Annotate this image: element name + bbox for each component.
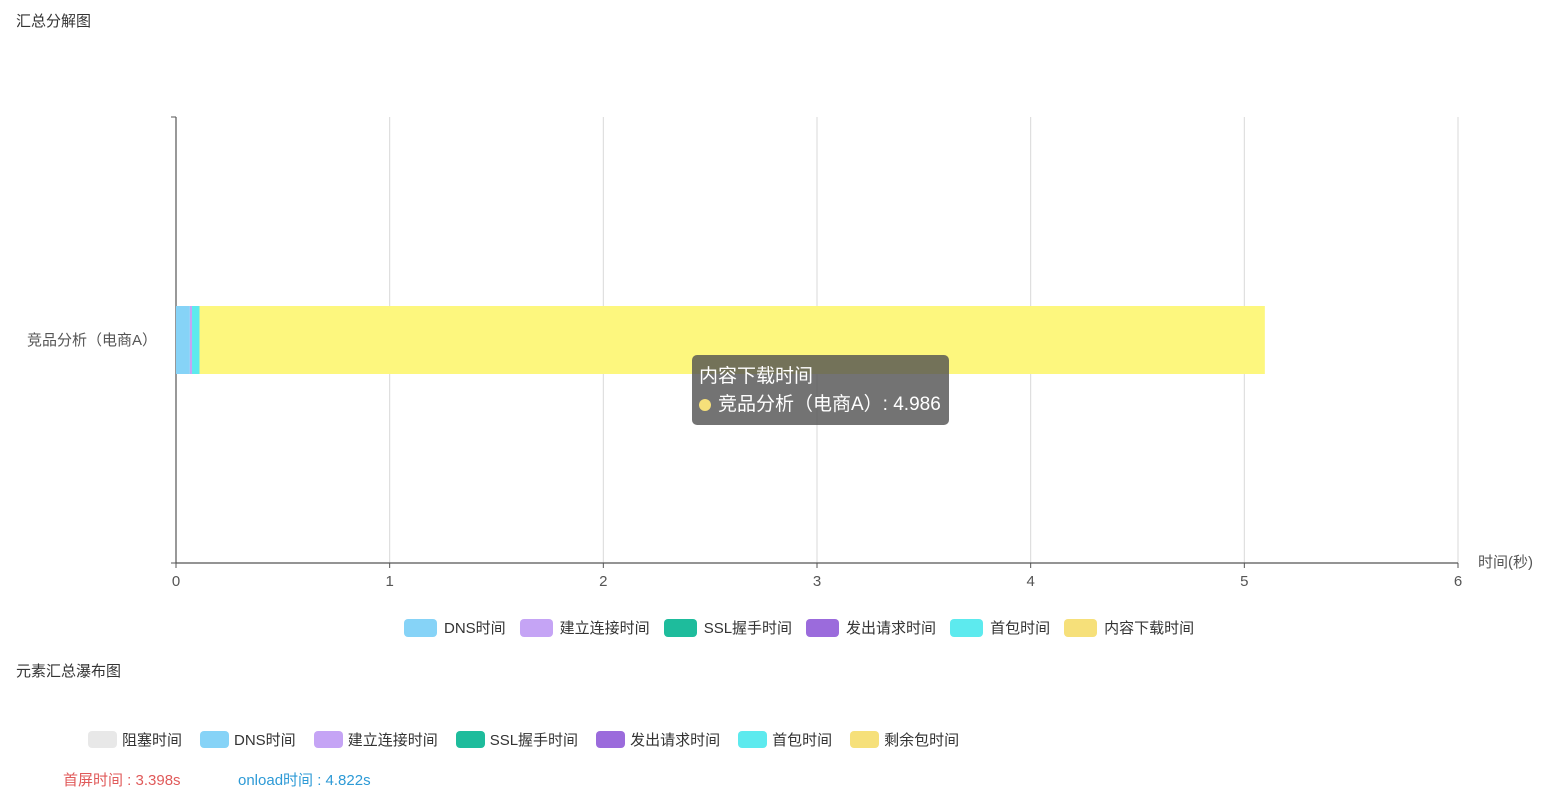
- tooltip-line: 竞品分析（电商A）: 4.986: [699, 391, 942, 419]
- legend-swatch: [519, 618, 553, 637]
- bar-segment: [176, 306, 190, 374]
- legend-item[interactable]: 建立连接时间: [519, 617, 650, 638]
- legend-item[interactable]: 发出请求时间: [596, 729, 720, 750]
- legend-swatch: [738, 731, 768, 748]
- legend-label: DNS时间: [444, 620, 506, 637]
- waterfall-legend: 阻塞时间 DNS时间 建立连接时间 SSL握手时间 发出请求时间 首包时间 剩余包时间: [88, 729, 977, 750]
- legend-label: 发出请求时间: [846, 620, 937, 637]
- legend-swatch: [200, 731, 230, 748]
- x-tick-label: 3: [813, 573, 821, 590]
- chart-tooltip: 内容下载时间 竞品分析（电商A）: 4.986: [692, 355, 949, 425]
- legend-label: DNS时间: [234, 732, 296, 749]
- summary-chart: 0 1 2 3 4 5 6 时间(秒) 竞品分析（电商A）: [27, 116, 1533, 590]
- legend-swatch: [663, 618, 697, 637]
- legend-item[interactable]: 发出请求时间: [806, 617, 936, 638]
- legend-swatch: [850, 731, 880, 748]
- onload-time: onload时间 : 4.822s: [238, 772, 371, 789]
- waterfall-chart-title: 元素汇总瀑布图: [16, 663, 122, 680]
- legend-swatch: [950, 618, 984, 637]
- legend-label: SSL握手时间: [703, 620, 793, 637]
- legend-item[interactable]: SSL握手时间: [455, 729, 579, 750]
- legend-item[interactable]: 剩余包时间: [850, 729, 959, 750]
- tooltip-dot: [699, 399, 711, 411]
- summary-chart-title: 汇总分解图: [16, 13, 92, 30]
- legend-swatch: [1064, 618, 1098, 637]
- legend-swatch: [596, 731, 626, 748]
- legend-item[interactable]: 阻塞时间: [88, 729, 182, 750]
- legend-swatch: [88, 731, 117, 748]
- legend-swatch: [404, 618, 437, 637]
- x-tick-label: 2: [599, 573, 607, 590]
- legend-item[interactable]: 首包时间: [738, 729, 832, 750]
- legend-item[interactable]: DNS时间: [404, 617, 506, 638]
- legend-swatch: [455, 731, 485, 748]
- legend-label: 剩余包时间: [884, 732, 960, 749]
- x-tick-label: 1: [385, 573, 393, 590]
- first-screen-time: 首屏时间 : 3.398s: [63, 772, 181, 789]
- legend-swatch: [313, 731, 343, 748]
- x-tick-label: 6: [1454, 573, 1462, 590]
- legend-item[interactable]: 内容下载时间: [1064, 617, 1194, 638]
- legend-item[interactable]: DNS时间: [200, 729, 296, 750]
- legend-label: SSL握手时间: [489, 732, 579, 749]
- tooltip-title: 内容下载时间: [699, 366, 814, 387]
- legend-swatch: [806, 618, 840, 637]
- x-tick-label: 4: [1026, 573, 1034, 590]
- legend-label: 发出请求时间: [630, 732, 721, 749]
- x-tick-label: 0: [172, 573, 180, 590]
- x-axis-label: 时间(秒): [1478, 554, 1533, 571]
- legend-item[interactable]: SSL握手时间: [663, 617, 793, 638]
- legend-label: 建立连接时间: [347, 732, 438, 749]
- x-tick-label: 5: [1240, 573, 1248, 590]
- bar-segment: [189, 306, 193, 374]
- legend-item[interactable]: 建立连接时间: [313, 729, 438, 750]
- tooltip-value: 竞品分析（电商A）: 4.986: [718, 394, 941, 415]
- legend-item[interactable]: 首包时间: [950, 617, 1050, 638]
- legend-label: 建立连接时间: [559, 620, 650, 637]
- category-label: 竞品分析（电商A）: [27, 331, 157, 349]
- legend-label: 首包时间: [990, 620, 1051, 637]
- legend-label: 内容下载时间: [1104, 620, 1195, 637]
- summary-legend: DNS时间 建立连接时间 SSL握手时间 发出请求时间 首包时间 内容下载时间: [404, 617, 1208, 638]
- legend-label: 首包时间: [772, 732, 833, 749]
- bar-segment: [192, 306, 200, 374]
- legend-label: 阻塞时间: [122, 732, 183, 749]
